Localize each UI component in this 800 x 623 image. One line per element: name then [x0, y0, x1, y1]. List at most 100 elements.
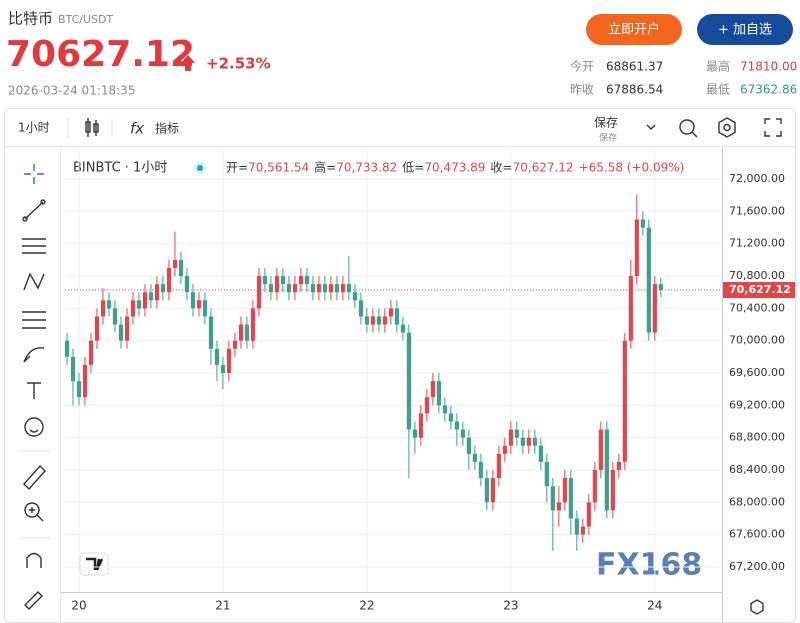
stat-value: 67886.54 [606, 83, 663, 97]
fx-icon[interactable]: fx [130, 120, 144, 138]
watch-label[interactable]: + 加自选 [718, 23, 772, 38]
candle-body [472, 453, 477, 462]
interval-button[interactable]: 1小时 [18, 121, 50, 135]
candle-body [412, 429, 417, 438]
y-tick-label: 67,200.00 [729, 560, 785, 573]
last-price-label: 70,627.12 [729, 283, 791, 296]
y-tick-label: 70,800.00 [729, 269, 785, 282]
candle-body [154, 284, 160, 301]
candle-body [508, 429, 513, 446]
stat-label: 今开 [570, 59, 594, 74]
status-dot [197, 165, 203, 171]
x-tick-label: 22 [359, 599, 374, 613]
legend-label: 低= [402, 161, 424, 175]
candle-body [202, 300, 208, 317]
candle-body [286, 284, 292, 293]
candle-body [292, 284, 298, 293]
legend-value: 70,473.89 [424, 161, 485, 175]
candle-body [328, 284, 334, 293]
candle-body [526, 437, 531, 446]
alert-icon[interactable] [679, 119, 698, 138]
candle-body [262, 276, 268, 285]
candle-body [370, 316, 375, 325]
candle-body [364, 316, 369, 325]
y-tick-label: 71,200.00 [729, 237, 785, 250]
candle-type-icon[interactable] [85, 118, 99, 137]
chart-panel [4, 108, 796, 623]
candle-body [568, 478, 573, 519]
candle-body [460, 429, 465, 438]
candle-body [88, 340, 94, 365]
settings-icon[interactable] [718, 117, 736, 138]
legend-change: +65.58 (+0.09%) [579, 161, 685, 175]
x-tick-label: 24 [647, 599, 662, 613]
save-button[interactable]: 保存 [594, 116, 618, 130]
candle-body [172, 259, 178, 268]
candle-body [244, 324, 250, 341]
y-tick-label: 70,400.00 [729, 301, 785, 314]
price: 70627.12 [6, 34, 195, 75]
indicators-button[interactable]: 指标 [155, 121, 179, 136]
candle-body [184, 276, 190, 293]
y-tick-label: 68,400.00 [729, 463, 785, 476]
axis-settings-icon[interactable] [750, 599, 764, 615]
y-tick-label: 72,000.00 [729, 172, 785, 185]
candle-body [178, 259, 184, 277]
open-account-label[interactable]: 立即开户 [608, 22, 660, 38]
open-account-button[interactable] [586, 14, 682, 45]
x-tick-label: 20 [71, 599, 86, 613]
chart-title: BINBTC · 1小时 [73, 161, 167, 176]
candle-body [640, 219, 645, 228]
candle-body [520, 437, 525, 446]
candle-body [652, 284, 657, 333]
watch-button[interactable] [697, 14, 793, 45]
candle-body [268, 284, 274, 293]
candle-body [226, 348, 232, 374]
candle-body [496, 453, 501, 479]
candle-body [466, 437, 471, 454]
candle-body [610, 469, 615, 511]
candle-body [388, 308, 393, 317]
candle-body [232, 340, 238, 349]
y-tick-label: 68,800.00 [729, 431, 785, 444]
candle-body [82, 364, 88, 398]
candle-body [484, 478, 489, 503]
candle-body [634, 219, 639, 277]
candle-body [544, 461, 549, 487]
y-tick-label: 69,600.00 [729, 366, 785, 379]
candle-body [208, 316, 214, 349]
candle-body [322, 284, 328, 293]
candle-body [580, 526, 585, 535]
save-dropdown[interactable] [646, 124, 656, 130]
candle-body [160, 284, 166, 293]
legend-value: 70,561.54 [248, 161, 309, 175]
y-tick-label: 71,600.00 [729, 204, 785, 217]
settings-icon-center [723, 123, 731, 132]
candle-body [340, 284, 346, 293]
candle-body [592, 469, 597, 503]
candle-body [532, 437, 537, 446]
candle-body [382, 316, 387, 325]
candle-body [64, 340, 70, 357]
candle-body [190, 292, 196, 309]
candle-body [436, 381, 441, 406]
y-tick-label: 67,600.00 [729, 528, 785, 541]
candle-body [334, 284, 340, 293]
legend-value: 70,733.82 [336, 161, 397, 175]
fullscreen-icon[interactable] [764, 118, 782, 137]
y-tick-label: 68,000.00 [729, 495, 785, 508]
candle-body [562, 478, 567, 503]
candle-body [106, 300, 112, 309]
candle-body [442, 405, 447, 414]
candle-body [220, 364, 226, 374]
candle-body [550, 486, 555, 511]
candle-body [406, 332, 411, 430]
candle-body [448, 413, 453, 422]
legend-label: 高= [314, 160, 336, 175]
candle-body [430, 381, 435, 398]
candle-body [658, 284, 663, 291]
drawing-tools[interactable] [22, 164, 46, 610]
candle-body [124, 316, 130, 341]
